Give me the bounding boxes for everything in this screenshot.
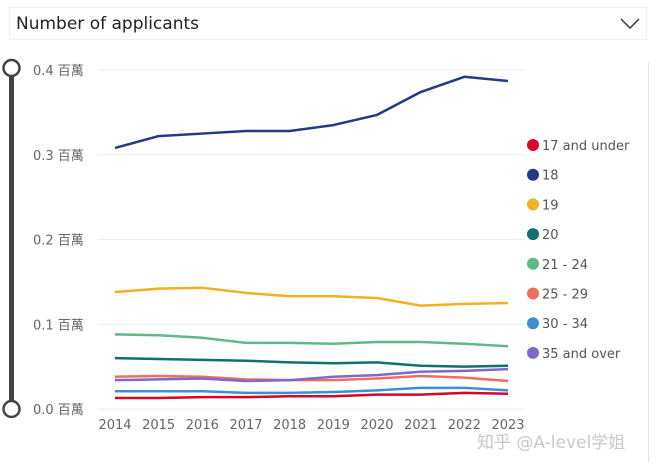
y-tick-label: 0.2 百萬 <box>33 234 84 249</box>
series-line-19 <box>114 286 509 307</box>
legend-marker <box>527 287 539 300</box>
slider-track <box>9 68 14 408</box>
x-tick-label: 2014 <box>98 418 131 433</box>
x-tick-label: 2023 <box>491 418 524 433</box>
panel-border <box>648 62 649 462</box>
series-line-17-and-under <box>115 391 509 400</box>
legend-label: 17 and under <box>542 139 630 154</box>
x-tick-label: 2016 <box>186 418 219 433</box>
x-tick-label: 2020 <box>360 418 393 433</box>
watermark: 知乎 @A-level学姐 <box>477 433 626 453</box>
legend-label: 25 - 29 <box>542 288 588 303</box>
y-tick-label: 0.4 百萬 <box>33 64 84 79</box>
slider-handle-bottom[interactable] <box>2 399 21 418</box>
legend-label: 35 and over <box>542 347 621 362</box>
x-tick-label: 2022 <box>448 418 481 433</box>
series-line-25---29 <box>114 374 509 383</box>
legend-marker <box>527 346 539 359</box>
legend-marker <box>527 198 539 211</box>
legend-label: 20 <box>542 228 559 243</box>
y-tick-label: 0.0 百萬 <box>33 403 84 418</box>
legend-marker <box>527 228 539 241</box>
legend-marker <box>527 257 539 270</box>
legend-marker <box>527 317 539 330</box>
x-tick-label: 2015 <box>142 418 175 433</box>
series-line-18 <box>114 75 509 150</box>
series-line-30---34 <box>115 386 509 395</box>
x-tick-label: 2018 <box>273 418 306 433</box>
y-tick-label: 0.3 百萬 <box>33 149 84 164</box>
legend-marker <box>527 168 539 181</box>
y-tick-label: 0.1 百萬 <box>33 318 84 333</box>
measure-dropdown[interactable]: Number of applicants <box>9 7 647 40</box>
legend-label: 30 - 34 <box>542 317 588 332</box>
range-slider[interactable] <box>0 58 24 418</box>
legend-label: 19 <box>542 198 559 213</box>
slider-handle-top[interactable] <box>2 58 21 78</box>
legend-label: 18 <box>542 169 559 184</box>
legend-label: 21 - 24 <box>542 258 588 273</box>
x-tick-label: 2017 <box>229 418 262 433</box>
x-tick-label: 2021 <box>404 418 437 433</box>
dropdown-label: Number of applicants <box>16 13 199 34</box>
chevron-down-icon <box>620 18 640 29</box>
x-tick-label: 2019 <box>317 418 350 433</box>
series-line-21---24 <box>114 333 509 348</box>
legend-marker <box>527 139 539 151</box>
series-line-20 <box>114 356 509 368</box>
series-line-35-and-over <box>114 367 509 383</box>
